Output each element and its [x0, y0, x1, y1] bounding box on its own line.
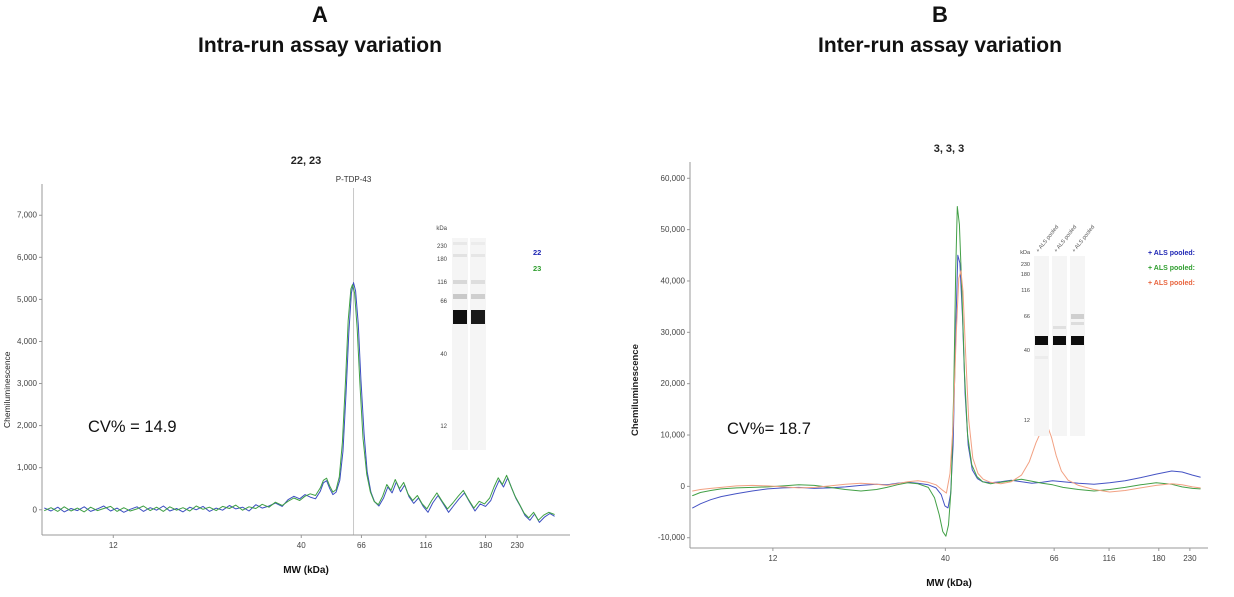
gel-band	[1053, 336, 1066, 345]
svg-text:230: 230	[1183, 554, 1197, 563]
svg-text:230: 230	[511, 541, 525, 550]
panel-a-title: Intra-run assay variation	[198, 34, 442, 57]
panel-b-chart: Chemiluminescence 3, 3, 3 -10,000 0 10,000 2…	[628, 130, 1234, 597]
panel-a-header: A Intra-run assay variation	[10, 2, 630, 58]
svg-text:6,000: 6,000	[17, 253, 38, 262]
svg-text:0: 0	[33, 505, 38, 514]
gel-band	[471, 310, 485, 324]
gel-band	[1035, 336, 1048, 345]
gel-lane	[470, 238, 486, 450]
mw-marker: 116	[1021, 288, 1030, 294]
svg-text:22, 23: 22, 23	[291, 155, 322, 167]
mw-marker: 66	[1023, 314, 1030, 320]
legend-a: 22 23	[533, 248, 541, 280]
legend-item: + ALS pooled:	[1148, 265, 1195, 272]
svg-text:20,000: 20,000	[661, 379, 686, 388]
svg-text:3,000: 3,000	[17, 379, 38, 388]
svg-text:-10,000: -10,000	[658, 533, 686, 542]
svg-text:7,000: 7,000	[17, 211, 38, 220]
panel-b-title: Inter-run assay variation	[818, 34, 1062, 57]
svg-text:10,000: 10,000	[661, 431, 686, 440]
svg-text:30,000: 30,000	[661, 328, 686, 337]
kda-unit-label: kDa	[436, 226, 447, 232]
gel-band	[453, 280, 467, 284]
gel-lane	[1052, 256, 1067, 436]
svg-text:40: 40	[297, 541, 306, 550]
cv-value-b: CV%= 18.7	[727, 420, 811, 438]
mw-marker: 40	[1023, 348, 1030, 354]
svg-text:40: 40	[941, 554, 950, 563]
gel-band	[471, 242, 485, 245]
svg-text:60,000: 60,000	[661, 174, 686, 183]
chart-b-canvas: 3, 3, 3 -10,000 0 10,000 20,000 30,000 40,000 5…	[658, 143, 1208, 563]
gel-band	[1071, 336, 1084, 345]
gel-band	[1071, 314, 1084, 319]
gel-band	[471, 254, 485, 257]
svg-text:0: 0	[681, 482, 686, 491]
x-axis-label-b: MW (kDa)	[926, 578, 972, 589]
svg-text:4,000: 4,000	[17, 337, 38, 346]
legend-item: 23	[533, 264, 542, 273]
gel-band	[1071, 322, 1084, 325]
svg-text:3, 3, 3: 3, 3, 3	[934, 143, 965, 155]
svg-text:66: 66	[1050, 554, 1059, 563]
panel-a-chart: Chemiluminescence 22, 23 P-TDP-43 0 1,000 2,…	[0, 140, 624, 597]
mw-marker: 66	[440, 299, 447, 305]
gel-band	[453, 310, 467, 324]
svg-text:116: 116	[1103, 554, 1116, 563]
legend-item: + ALS pooled:	[1148, 280, 1195, 287]
x-axis-label-a: MW (kDa)	[283, 565, 329, 576]
mw-marker: 180	[1020, 272, 1030, 278]
mw-marker: 230	[436, 244, 447, 250]
gel-band	[1035, 356, 1048, 359]
svg-text:180: 180	[479, 541, 493, 550]
panel-b-letter: B	[932, 2, 948, 27]
panel-b-header: B Inter-run assay variation	[640, 2, 1234, 58]
svg-text:5,000: 5,000	[17, 295, 38, 304]
panel-a-letter: A	[312, 2, 328, 27]
legend-item: 22	[533, 248, 542, 257]
gel-lanes	[452, 238, 488, 450]
gel-band	[453, 242, 467, 245]
svg-text:116: 116	[419, 541, 432, 550]
svg-text:P-TDP-43: P-TDP-43	[336, 175, 372, 184]
gel-band	[1053, 326, 1066, 329]
cv-value-a: CV% = 14.9	[88, 418, 177, 436]
mw-marker: 230	[1020, 262, 1030, 268]
svg-text:1,000: 1,000	[17, 463, 38, 472]
kda-unit-label: kDa	[1020, 250, 1030, 256]
legend-b: + ALS pooled: + ALS pooled: + ALS pooled…	[1148, 250, 1195, 295]
svg-text:50,000: 50,000	[661, 225, 686, 234]
mw-marker: 180	[436, 257, 447, 263]
gel-lanes	[1034, 256, 1086, 436]
svg-text:12: 12	[109, 541, 118, 550]
legend-item: + ALS pooled:	[1148, 250, 1195, 257]
gel-band	[453, 254, 467, 257]
chart-a-canvas: 22, 23 P-TDP-43 0 1,000 2,000 3,000 4,000 5,000…	[17, 155, 570, 550]
mw-marker: 12	[1023, 418, 1030, 424]
mw-marker: 12	[440, 424, 447, 430]
gel-lane	[1034, 256, 1049, 436]
gel-lane	[1070, 256, 1085, 436]
gel-lane	[452, 238, 468, 450]
gel-inset-b: + ALS pooled + ALS pooled + ALS pooled k…	[1008, 224, 1234, 448]
svg-text:180: 180	[1152, 554, 1166, 563]
svg-text:2,000: 2,000	[17, 421, 38, 430]
gel-band	[471, 294, 485, 299]
gel-band	[471, 280, 485, 284]
gel-band	[453, 294, 467, 299]
gel-inset-a: kDa 230 180 116 66 40 12	[425, 222, 595, 462]
mw-marker: 116	[437, 280, 447, 286]
svg-text:66: 66	[357, 541, 366, 550]
svg-text:12: 12	[768, 554, 777, 563]
mw-marker: 40	[440, 352, 447, 358]
svg-text:40,000: 40,000	[661, 276, 686, 285]
